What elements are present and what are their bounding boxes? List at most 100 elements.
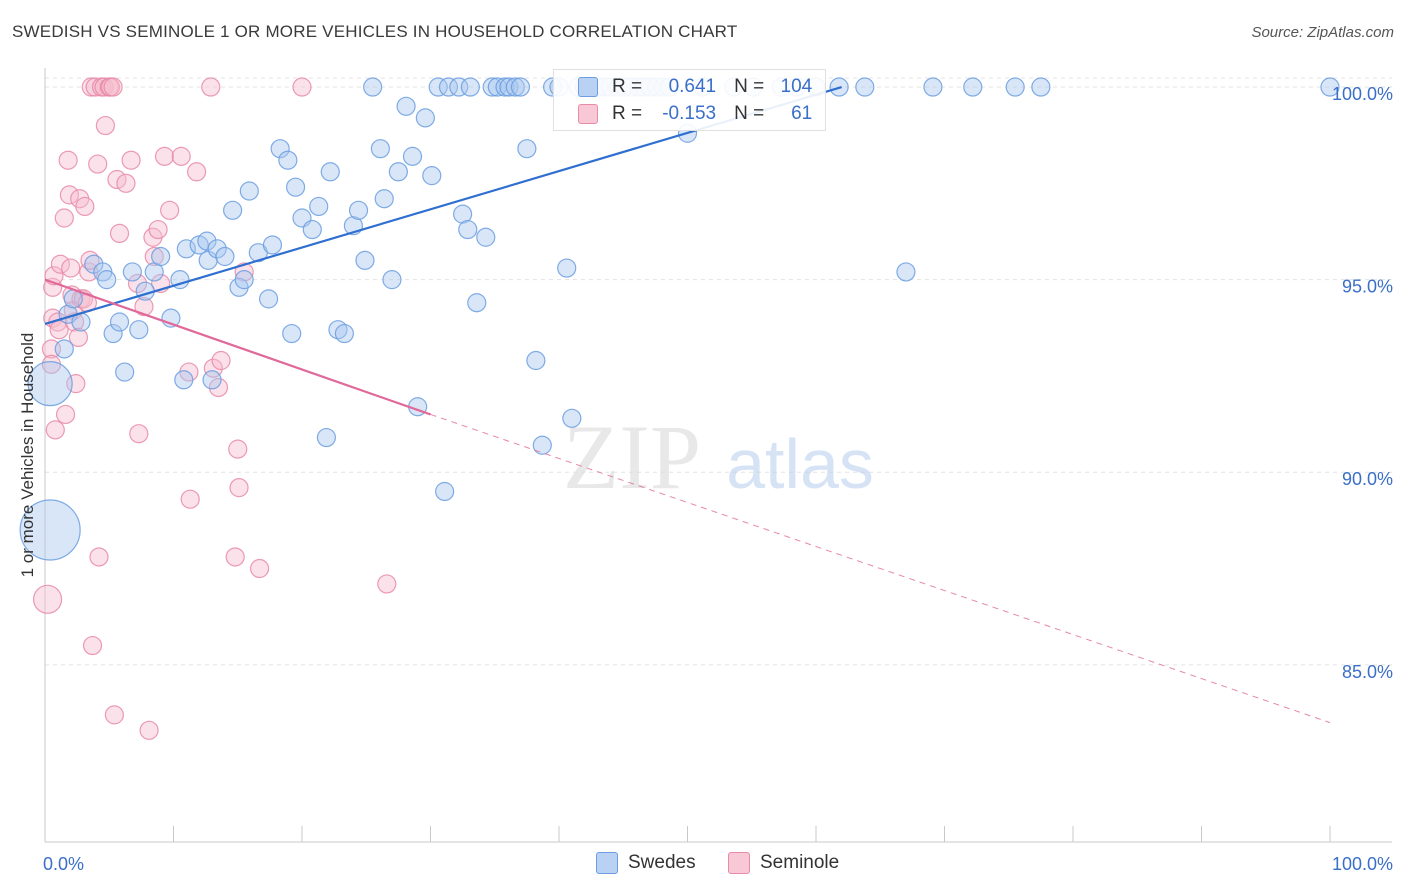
y-tick-label: 90.0% [1342,469,1393,489]
seminole-point [208,377,229,398]
swedes-point [557,258,577,278]
seminole-point [129,424,149,444]
r-label: R = [612,103,643,124]
swedes-point [207,239,227,259]
swedes-point [388,162,408,182]
seminole-point [50,254,71,274]
x-tick-label: 100.0% [1332,854,1393,874]
swedes-point [1031,77,1051,97]
swedes-point [532,435,552,455]
swedes-point [510,77,531,97]
seminole-point [104,705,124,725]
swedes-point [402,146,423,166]
swedes-point [334,323,355,344]
swedes-point [453,204,473,224]
legend-seminole: Seminole [728,852,839,874]
chart-title: SWEDISH VS SEMINOLE 1 OR MORE VEHICLES I… [12,22,738,41]
swedes-point [476,227,496,247]
seminole-point [171,146,191,166]
seminole-point [54,208,74,228]
seminole-point [55,404,76,425]
y-tick-label: 85.0% [1342,662,1393,682]
axes [44,68,1392,843]
seminole-point [292,77,312,97]
seminole-point [144,246,164,267]
swedes-point [363,77,383,97]
swedes-point [103,323,123,344]
swedes-point [109,312,130,332]
seminole-point [187,162,207,182]
swedes-point [234,270,254,290]
swedes-point [262,235,283,255]
swedes-point [129,320,149,340]
swedes-point [278,150,298,170]
seminole-point [116,173,136,193]
swedes-point [499,77,519,97]
seminole-point [103,77,123,97]
seminole-swatch [578,104,598,124]
swedes-point [1005,77,1025,97]
swedes-point [428,77,448,97]
source-label: Source: ZipAtlas.com [1251,24,1394,41]
x-tick-label: 0.0% [43,854,84,874]
swedes-point [562,408,582,428]
watermark-zip: ZIP [563,406,701,508]
swedes-swatch [578,77,598,97]
swedes-point [309,196,329,217]
swedes-point [215,246,235,267]
tick-labels: 85.0% 90.0% 95.0% 100.0% 0.0% 100.0% [43,84,1393,874]
swedes-point [370,139,390,159]
swedes-point [526,350,546,371]
seminole-point [228,439,248,459]
seminole-point [59,185,80,205]
r-label: R = [612,76,643,97]
swedes-points [19,77,1340,561]
swedes-point [115,362,135,382]
seminole-point [95,115,115,136]
stats-legend: R = 0.641 N = 104 R = -0.153 N = 61 [553,69,826,131]
seminole-point [58,150,78,170]
trendlines [44,85,1331,724]
seminole-point [249,558,270,579]
swedes-point [302,219,322,240]
n-value-seminole: 61 [791,103,813,124]
legend-swedes-swatch [596,852,618,874]
seminole-point [154,146,175,166]
swedes-point [151,246,171,267]
stats-row-swedes: R = 0.641 N = 104 [578,74,812,100]
swedes-point [517,139,537,159]
y-tick-label: 100.0% [1332,84,1393,104]
swedes-point [239,181,259,201]
swedes-point [97,270,117,290]
swedes-point [415,108,435,128]
r-value-seminole: -0.153 [662,103,717,124]
swedes-point [1320,77,1340,97]
swedes-point [467,293,487,313]
y-axis-label: 1 or more Vehicles in Household [18,332,37,578]
y-tick-label: 95.0% [1342,277,1393,297]
swedes-point [438,77,459,97]
seminole-point [127,273,148,294]
seminole-point [45,420,65,440]
swedes-point [896,262,916,282]
swedes-point [197,231,217,251]
seminole-point [82,635,103,656]
swedes-point [258,289,279,309]
watermark-atlas: atlas [726,425,874,503]
swedes-point [435,481,455,502]
n-value-swedes: 104 [780,76,813,97]
seminole-trendline [44,278,431,416]
swedes-point [374,189,394,209]
seminole-point [88,154,108,174]
swedes-point [27,361,73,407]
swedes-point [19,499,81,561]
seminole-point [229,478,249,498]
swedes-point [348,200,369,220]
swedes-point [458,219,478,240]
n-label: N = [734,103,765,124]
stats-row-seminole: R = -0.153 N = 61 [578,101,812,127]
swedes-point [202,370,222,390]
swedes-point [460,77,480,97]
legend-seminole-label: Seminole [760,852,840,873]
